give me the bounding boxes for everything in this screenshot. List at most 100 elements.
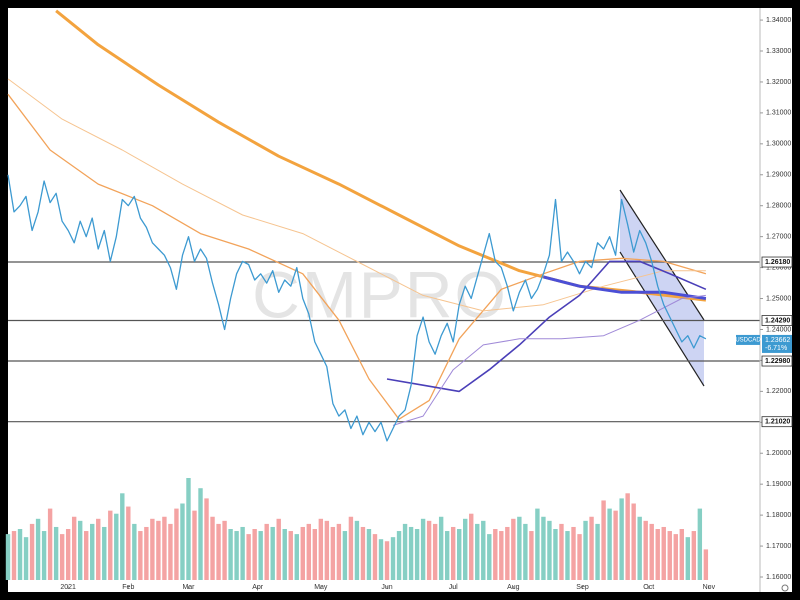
volume-bar bbox=[324, 520, 330, 580]
volume-bar bbox=[438, 516, 444, 580]
volume-bar bbox=[234, 531, 239, 580]
volume-bar bbox=[306, 523, 311, 580]
series-line bbox=[7, 93, 707, 420]
volume-bar bbox=[372, 534, 378, 580]
volume-bar bbox=[487, 534, 492, 580]
x-tick-label: Oct bbox=[643, 584, 654, 591]
volume-bar bbox=[643, 520, 648, 580]
volume-bar bbox=[583, 520, 588, 580]
volume-bar bbox=[204, 498, 209, 580]
volume-bar bbox=[547, 520, 552, 580]
volume-bar bbox=[360, 526, 366, 580]
volume-bar bbox=[420, 518, 426, 580]
y-tick-label: 1.30000 bbox=[766, 141, 791, 148]
x-tick-label: Sep bbox=[576, 584, 589, 591]
volume-bar bbox=[330, 526, 336, 580]
volume-bar bbox=[77, 520, 83, 580]
volume-bar bbox=[90, 523, 95, 580]
level-label-box bbox=[761, 315, 793, 326]
volume-bar bbox=[511, 518, 516, 580]
symbol-tag bbox=[736, 334, 760, 345]
volume-bar bbox=[553, 529, 558, 580]
plot-layer bbox=[5, 9, 760, 580]
volume-bar bbox=[180, 503, 185, 580]
settings-icon[interactable] bbox=[781, 584, 789, 592]
volume-bar bbox=[210, 516, 215, 580]
level-label: 1.21020 bbox=[765, 419, 790, 426]
volume-bar bbox=[276, 518, 281, 580]
volume-bar bbox=[697, 508, 703, 580]
level-label-box bbox=[761, 355, 793, 367]
series-line bbox=[386, 260, 707, 393]
volume-bar bbox=[679, 529, 684, 580]
volume-bar bbox=[96, 518, 101, 580]
volume-bar bbox=[186, 478, 191, 580]
y-tick-label: 1.25000 bbox=[766, 295, 791, 302]
volume-bar bbox=[595, 523, 600, 580]
volume-bar bbox=[444, 531, 450, 580]
volume-bar bbox=[475, 523, 480, 580]
level-label-box bbox=[761, 416, 793, 428]
x-tick-label: May bbox=[314, 584, 328, 591]
volume-bar bbox=[168, 523, 173, 580]
volume-bar bbox=[252, 529, 257, 580]
volume-bar bbox=[342, 531, 348, 580]
volume-bar bbox=[559, 523, 564, 580]
y-tick-label: 1.33000 bbox=[766, 48, 791, 55]
x-tick-label: Feb bbox=[122, 584, 134, 591]
volume-bar bbox=[120, 493, 125, 580]
change-label: -6.71% bbox=[765, 345, 787, 352]
volume-bar bbox=[571, 526, 576, 580]
volume-bar bbox=[41, 531, 47, 580]
volume-bar bbox=[613, 510, 618, 580]
y-tick-label: 1.24000 bbox=[766, 326, 791, 333]
volume-bar bbox=[198, 488, 203, 580]
volume-bar bbox=[529, 531, 534, 580]
volume-bar bbox=[673, 534, 678, 580]
volume-bar bbox=[246, 534, 251, 580]
volume-bar bbox=[649, 523, 654, 580]
x-tick-label: 2021 bbox=[60, 584, 76, 591]
y-tick-label: 1.29000 bbox=[766, 172, 791, 179]
volume-bar bbox=[59, 534, 65, 580]
x-tick-label: Aug bbox=[507, 584, 520, 591]
volume-bar bbox=[108, 510, 113, 580]
volume-bar bbox=[5, 534, 11, 580]
volume-bar bbox=[174, 508, 179, 580]
volume-bar bbox=[426, 520, 432, 580]
chart-background bbox=[8, 8, 792, 592]
volume-bar bbox=[288, 531, 293, 580]
volume-bar bbox=[17, 529, 23, 580]
volume-bar bbox=[11, 531, 17, 580]
volume-bar bbox=[294, 534, 299, 580]
price-tag bbox=[762, 334, 792, 353]
volume-bar bbox=[396, 531, 402, 580]
level-label: 1.24290 bbox=[765, 317, 790, 324]
volume-bar bbox=[414, 529, 420, 580]
volume-bar bbox=[156, 520, 161, 580]
volume-bar bbox=[469, 513, 474, 580]
y-tick-label: 1.31000 bbox=[766, 110, 791, 117]
volume-bar bbox=[589, 516, 594, 580]
y-tick-label: 1.22000 bbox=[766, 388, 791, 395]
y-tick-label: 1.17000 bbox=[766, 543, 791, 550]
volume-bar bbox=[23, 537, 29, 580]
volume-bar bbox=[523, 523, 528, 580]
volume-bar bbox=[384, 541, 390, 580]
x-tick-label: Jun bbox=[381, 584, 392, 591]
volume-bar bbox=[463, 518, 468, 580]
volume-bar bbox=[703, 549, 709, 580]
volume-bar bbox=[685, 537, 691, 580]
volume-bar bbox=[565, 531, 570, 580]
volume-bar bbox=[450, 526, 456, 580]
volume-bar bbox=[601, 500, 606, 580]
y-tick-label: 1.27000 bbox=[766, 233, 791, 240]
volume-bar bbox=[192, 510, 197, 580]
volume-bar bbox=[619, 498, 624, 580]
volume-bar bbox=[541, 516, 546, 580]
volume-bar bbox=[481, 520, 486, 580]
volume-bar bbox=[457, 529, 462, 580]
volume-bar bbox=[402, 523, 408, 580]
volume-bar bbox=[65, 529, 71, 580]
